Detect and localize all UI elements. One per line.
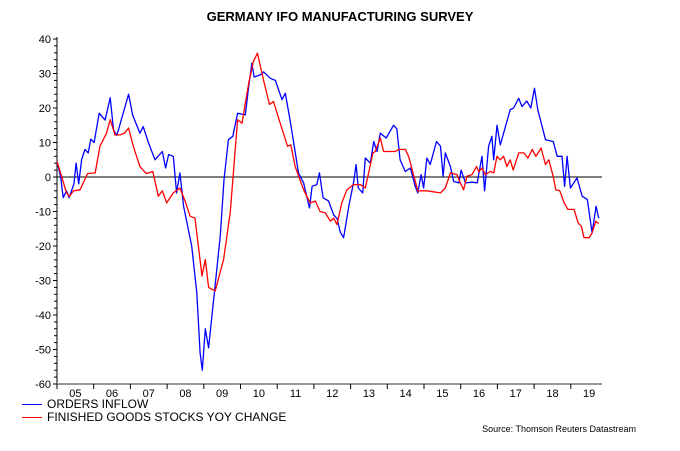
y-tick-label: 10: [39, 138, 51, 150]
x-tick-label: 12: [326, 388, 338, 400]
y-tick-label: -20: [35, 241, 51, 253]
x-tick-label: 11: [290, 388, 301, 400]
legend-item-orders-inflow: ORDERS INFLOW: [22, 397, 148, 411]
x-tick-label: 16: [473, 388, 485, 400]
legend-swatch-red: [22, 417, 42, 419]
y-tick-label: 30: [39, 69, 51, 81]
y-tick-label: -30: [35, 276, 51, 288]
series-line-finished-goods-stocks: [56, 52, 600, 292]
legend-swatch-blue: [22, 404, 42, 406]
legend-label: FINISHED GOODS STOCKS YOY CHANGE: [47, 410, 287, 424]
legend-label: ORDERS INFLOW: [47, 397, 149, 411]
x-tick-label: 07: [143, 388, 155, 400]
x-tick-label: 06: [106, 388, 118, 400]
legend-item-finished-goods: FINISHED GOODS STOCKS YOY CHANGE: [22, 410, 286, 424]
x-tick-label: 05: [69, 388, 81, 400]
y-tick-label: 20: [39, 103, 51, 115]
x-tick-label: 17: [510, 388, 522, 400]
x-tick-label: 13: [363, 388, 375, 400]
y-tick-label: -60: [35, 379, 51, 391]
x-tick-label: 15: [436, 388, 448, 400]
chart-title: GERMANY IFO MANUFACTURING SURVEY: [206, 9, 474, 24]
x-tick-label: 14: [400, 388, 412, 400]
y-tick-label: -10: [35, 207, 51, 219]
y-tick-label: -40: [35, 310, 51, 322]
x-tick-label: 08: [179, 388, 191, 400]
source-note: Source: Thomson Reuters Datastream: [482, 424, 636, 434]
x-tick-label: 10: [253, 388, 265, 400]
series-line-orders-inflow: [56, 62, 600, 371]
y-tick-label: -50: [35, 345, 51, 357]
y-tick-label: 40: [39, 34, 51, 46]
y-tick-label: 0: [45, 172, 51, 184]
x-tick-label: 19: [583, 388, 595, 400]
x-tick-label: 09: [216, 388, 228, 400]
x-tick-label: 18: [546, 388, 558, 400]
